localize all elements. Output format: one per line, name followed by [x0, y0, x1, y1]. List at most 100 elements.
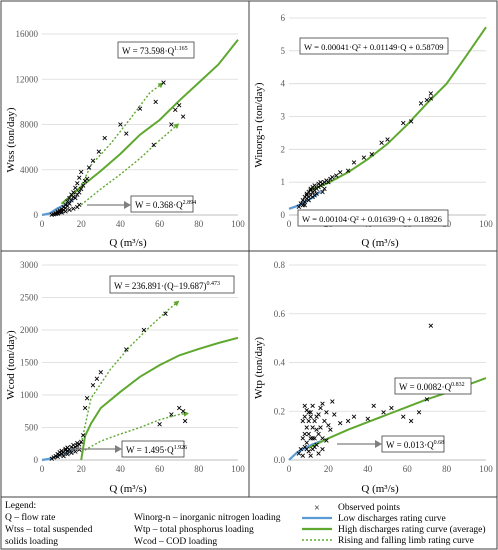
cod-observed-point [98, 370, 104, 375]
tp-y-tick-label: 0.0 [274, 455, 286, 465]
chart-tss: 0 4000 8000 12000 16000 0 20 40 60 80 100 Q (m³/s)… [5, 29, 245, 249]
tp-observed-point [316, 431, 321, 437]
cod-x-tick-label: 80 [194, 464, 204, 474]
cod-observed-point [57, 449, 62, 455]
n-x-tick-label: 100 [479, 219, 493, 229]
n-x-tick-label: 0 [287, 219, 292, 229]
n-observed-point [302, 199, 307, 205]
cod-eq-low-exp: 1.926 [174, 445, 188, 451]
n-observed-point [322, 186, 327, 191]
tss-observed-point [55, 211, 60, 216]
cod-ticks: 0 500 1000 1500 2000 2500 3000 0 20 40 60 80 100 [20, 260, 245, 474]
n-xlabel: Q (m³/s) [361, 237, 399, 249]
tss-eq-high-text: W = 73.598·Q [122, 46, 175, 56]
n-observed-point [306, 198, 311, 203]
cod-limb-curve [80, 412, 190, 453]
cod-observed-point [73, 449, 78, 454]
tss-x-tick-label: 20 [77, 219, 87, 229]
cod-x-tick-label: 0 [40, 464, 45, 474]
n-observed-point [385, 137, 390, 142]
tp-observed-point [351, 414, 357, 419]
cod-eq-low-text: W = 1.495·Q [126, 445, 174, 455]
n-observed-point [326, 179, 331, 185]
tp-observed-point [326, 423, 331, 428]
tss-eq-high-exp: 1.165 [174, 46, 188, 52]
tp-y-tick-label: 0.2 [274, 406, 285, 416]
tss-points [49, 80, 186, 217]
cod-observed-point [157, 422, 162, 427]
tss-observed-point [176, 103, 182, 108]
n-observed-point [320, 189, 325, 195]
legend-frame [0, 496, 498, 550]
n-series [288, 26, 487, 210]
cod-observed-point [77, 442, 82, 447]
tss-observed-point [124, 131, 129, 136]
tp-observed-point [371, 403, 376, 409]
tp-eq-low: W = 0.013·Q0.68 [337, 435, 445, 453]
tp-observed-point [296, 451, 302, 456]
tp-x-tick-label: 100 [479, 464, 493, 474]
n-points [296, 91, 434, 210]
cod-y-tick-label: 3000 [20, 260, 39, 270]
tss-limb-curve [80, 122, 180, 206]
tss-eq-high: W = 73.598·Q1.165 [117, 41, 195, 59]
cod-y-tick-label: 0 [34, 455, 39, 465]
n-y-tick-label: 0 [281, 210, 286, 220]
cod-observed-point [180, 409, 186, 414]
n-observed-point [424, 97, 430, 103]
n-ylabel: Winorg-n (ton/day) [253, 82, 265, 168]
cod-x-tick-label: 40 [116, 464, 126, 474]
n-y-tick-label: 1 [281, 177, 286, 187]
tp-observed-point [308, 453, 313, 458]
tss-series [41, 39, 239, 217]
tp-observed-point [308, 436, 313, 441]
cod-observed-point [169, 412, 174, 417]
tp-eq-high-text: W = 0.0082·Q [399, 382, 452, 392]
cod-points [49, 311, 188, 461]
cod-observed-point [163, 311, 168, 316]
tp-observed-point [302, 431, 307, 437]
tp-observed-point [316, 451, 321, 456]
chart-inorg-n: 0123456020406080100 Q (m³/s) Winorg-n (t… [253, 13, 493, 249]
cod-grid [42, 264, 238, 461]
tp-grid [289, 264, 486, 461]
tp-observed-point [306, 418, 311, 424]
tss-observed-point [69, 198, 74, 203]
legend-entry-limb: Rising and falling limb rating curve [338, 535, 474, 546]
n-y-tick-label: 4 [281, 79, 286, 89]
tss-eq-low-text: W = 0.368·Q [135, 200, 183, 210]
svg-text:W = 0.0082·Q0.832: W = 0.0082·Q0.832 [399, 382, 465, 392]
cod-series [41, 300, 239, 462]
tss-ticks: 0 4000 8000 12000 16000 0 20 40 60 80 100 [16, 29, 246, 229]
n-observed-point [345, 168, 351, 173]
tss-x-tick-label: 80 [194, 219, 204, 229]
n-y-tick-label: 3 [281, 112, 286, 122]
tp-observed-point [306, 410, 311, 415]
tp-eq-high: W = 0.0082·Q0.832 [394, 377, 472, 395]
cod-eq-high-text: W = 236.891·(Q−19.687) [114, 281, 206, 291]
cod-observed-point [61, 453, 66, 459]
n-observed-point [296, 204, 302, 210]
cod-observed-point [69, 450, 74, 456]
svg-text:W = 73.598·Q1.165: W = 73.598·Q1.165 [122, 46, 188, 56]
cod-observed-point [75, 440, 80, 446]
cod-observed-point [65, 448, 70, 454]
tp-eq-high-exp: 0.832 [451, 382, 465, 388]
tp-observed-point [424, 397, 430, 402]
cod-observed-point [84, 396, 90, 401]
tss-observed-point [67, 207, 72, 213]
legend: Legend: Q – flow rate Wtss – total suspe… [5, 501, 486, 547]
cod-observed-point [82, 405, 88, 411]
cod-limb-arrowhead [173, 300, 180, 307]
tss-observed-point [86, 165, 92, 170]
tss-observed-point [173, 107, 178, 113]
tss-observed-point [84, 176, 90, 182]
tp-y-tick-label: 0.6 [274, 309, 286, 319]
tss-observed-point [118, 122, 123, 127]
cod-observed-point [182, 418, 188, 424]
cod-observed-point [141, 327, 147, 333]
tss-y-tick-label: 0 [34, 210, 39, 220]
tp-observed-point [332, 412, 337, 417]
tss-eq-low: W = 0.368·Q2.894 [87, 195, 196, 213]
tss-observed-point [71, 190, 76, 195]
